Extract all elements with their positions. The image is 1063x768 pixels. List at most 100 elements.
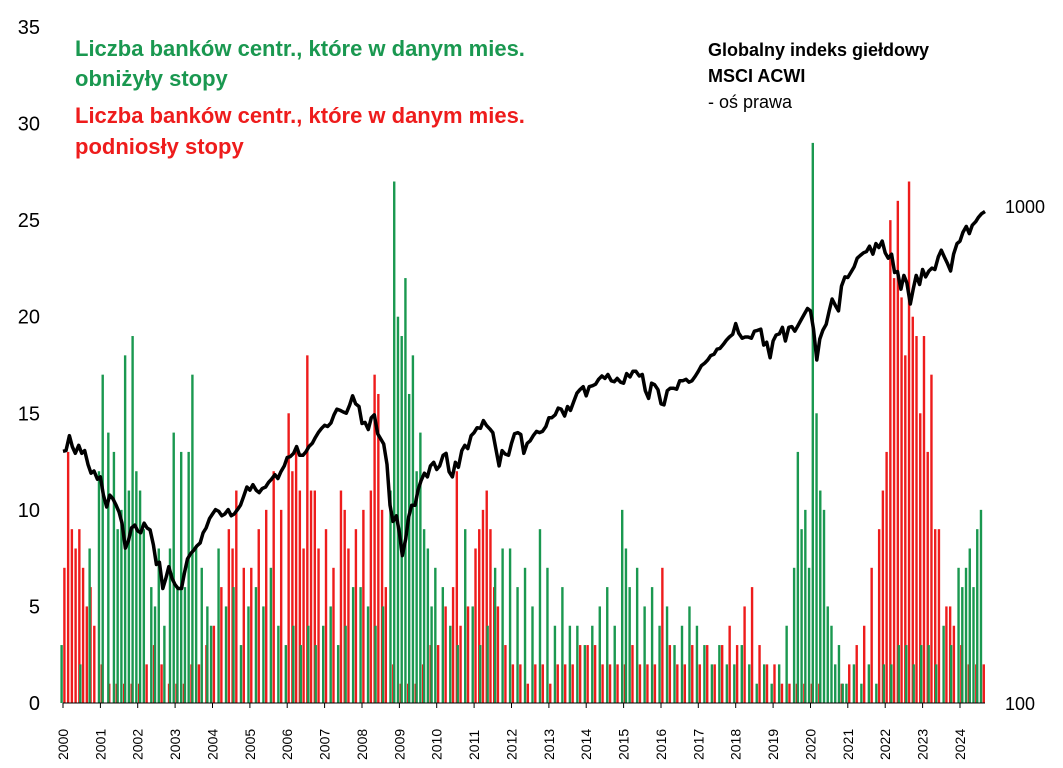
hikes-bar-90 xyxy=(616,664,619,703)
cuts-bar-36 xyxy=(262,606,265,703)
hikes-bar-33 xyxy=(272,471,275,703)
cuts-bar-60 xyxy=(415,471,418,703)
x-tick-2017: 2017 xyxy=(690,729,706,760)
cuts-bar-42 xyxy=(307,625,310,703)
hikes-bar-132 xyxy=(904,355,907,703)
cuts-bar-104 xyxy=(718,645,721,703)
hikes-bar-108 xyxy=(750,587,754,703)
x-tick-2018: 2018 xyxy=(728,729,744,760)
hikes-bar-8 xyxy=(93,625,96,703)
cuts-bar-119 xyxy=(811,142,814,703)
y-left-tick-30: 30 xyxy=(18,114,40,136)
cuts-bar-148 xyxy=(976,529,979,703)
hikes-bar-80 xyxy=(541,664,544,703)
hikes-bar-92 xyxy=(631,645,634,703)
cuts-bar-26 xyxy=(194,548,198,703)
hikes-bar-102 xyxy=(706,645,709,703)
hikes-bar-83 xyxy=(564,664,567,703)
hikes-bar-105 xyxy=(728,625,731,703)
legend-cuts-line2: obniżyły stopy xyxy=(75,66,229,91)
cuts-bar-16 xyxy=(153,606,157,703)
cuts-bar-149 xyxy=(979,509,983,703)
hikes-bar-62 xyxy=(436,645,440,703)
x-axis-ticks: 2000 2001 2002 2003 2004 2005 2006 2007 2008 2009… xyxy=(55,703,968,760)
hikes-bar-86 xyxy=(586,645,589,703)
cuts-bar-115 xyxy=(796,451,800,703)
cuts-bar-38 xyxy=(277,625,280,703)
cuts-bar-132 xyxy=(875,683,878,703)
hikes-bar-130 xyxy=(896,200,900,703)
cuts-bar-18 xyxy=(163,625,166,703)
cuts-bar-0 xyxy=(60,645,63,703)
hikes-bar-34 xyxy=(279,509,283,703)
hikes-bar-31 xyxy=(257,529,260,703)
cuts-bar-32 xyxy=(232,587,235,703)
cuts-bar-45 xyxy=(329,606,332,703)
cuts-bar-99 xyxy=(680,625,684,703)
hikes-bar-110 xyxy=(765,664,769,703)
cuts-bar-6 xyxy=(112,451,116,703)
cuts-bar-143 xyxy=(957,567,960,703)
hikes-bar-104 xyxy=(720,645,724,703)
cuts-bar-2 xyxy=(88,548,91,703)
cuts-bar-147 xyxy=(972,587,975,703)
x-tick-2010: 2010 xyxy=(429,729,445,760)
hikes-bar-55 xyxy=(384,587,388,703)
cuts-bar-75 xyxy=(508,548,512,703)
cuts-bar-116 xyxy=(800,529,803,703)
hikes-bar-107 xyxy=(743,606,746,703)
hikes-bar-72 xyxy=(489,529,492,703)
hikes-bar-44 xyxy=(324,529,328,703)
cuts-bar-107 xyxy=(740,645,743,703)
cuts-bar-118 xyxy=(807,567,811,703)
cuts-bar-37 xyxy=(269,567,273,703)
legend-hikes-line2: podniosły stopy xyxy=(75,134,244,159)
cuts-bar-131 xyxy=(867,664,871,703)
x-tick-2002: 2002 xyxy=(130,729,146,760)
x-tick-2001: 2001 xyxy=(92,729,108,760)
hikes-bar-77 xyxy=(519,664,522,703)
hikes-bar-134 xyxy=(911,316,914,703)
cuts-bar-81 xyxy=(553,625,557,703)
cuts-bar-110 xyxy=(763,664,766,703)
cuts-bar-68 xyxy=(456,645,459,703)
cuts-bar-141 xyxy=(942,625,945,703)
cuts-bar-87 xyxy=(598,606,601,703)
cuts-bar-31 xyxy=(224,606,228,703)
cuts-bar-52 xyxy=(381,606,385,703)
hikes-bar-135 xyxy=(915,336,918,703)
cuts-bar-117 xyxy=(804,509,807,703)
index-line xyxy=(62,210,986,591)
hikes-bar-26 xyxy=(227,529,231,703)
x-tick-2022: 2022 xyxy=(877,729,893,760)
y-left-tick-10: 10 xyxy=(18,500,40,522)
cuts-bar-17 xyxy=(157,548,160,703)
hikes-bar-85 xyxy=(578,645,582,703)
cuts-bar-8 xyxy=(120,509,123,703)
cuts-bar-92 xyxy=(628,587,631,703)
cuts-bar-135 xyxy=(897,645,900,703)
hikes-bar-133 xyxy=(907,181,911,703)
x-tick-2015: 2015 xyxy=(616,729,632,760)
cuts-bar-54 xyxy=(393,181,396,703)
bars-layer xyxy=(60,142,985,703)
cuts-bar-89 xyxy=(613,625,616,703)
hikes-bar-97 xyxy=(668,645,672,703)
cuts-bar-30 xyxy=(217,548,220,703)
hikes-bar-0 xyxy=(63,567,66,703)
hikes-bar-3 xyxy=(74,548,77,703)
cuts-bar-74 xyxy=(501,548,504,703)
hikes-bar-82 xyxy=(556,664,559,703)
hikes-bar-40 xyxy=(306,355,309,703)
cuts-bar-76 xyxy=(516,587,519,703)
cuts-bar-70 xyxy=(471,606,474,703)
cuts-bar-114 xyxy=(792,567,796,703)
hikes-bar-129 xyxy=(892,278,896,703)
hikes-bar-38 xyxy=(298,490,302,703)
cuts-bar-28 xyxy=(206,606,209,703)
cuts-bar-108 xyxy=(748,664,751,703)
hikes-bar-49 xyxy=(354,529,358,703)
cuts-bar-97 xyxy=(665,606,669,703)
x-tick-2013: 2013 xyxy=(541,729,557,760)
hikes-bar-30 xyxy=(250,567,253,703)
